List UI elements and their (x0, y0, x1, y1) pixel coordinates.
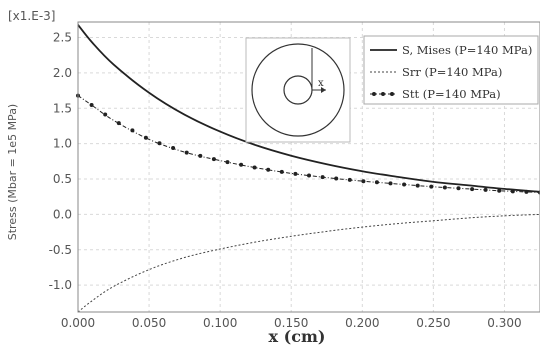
inset-diagram: x (245, 37, 351, 143)
series-marker-2 (266, 167, 271, 172)
legend-marker-stt-1 (372, 92, 376, 96)
series-marker-2 (442, 185, 447, 190)
series-marker-2 (239, 162, 244, 167)
series-marker-2 (347, 177, 352, 182)
series-marker-2 (198, 153, 203, 158)
inset-x-label: x (318, 78, 324, 89)
legend-label-mises: S, Mises (P=140 MPa) (402, 43, 532, 57)
series-marker-2 (293, 171, 298, 176)
y-tick-label: 1.5 (53, 101, 72, 115)
series-marker-2 (402, 182, 407, 187)
x-tick-label: 0.300 (487, 316, 521, 330)
series-marker-2 (171, 146, 176, 150)
series-marker-2 (470, 187, 475, 192)
x-tick-label: 0.250 (416, 316, 450, 330)
series-marker-2 (334, 176, 339, 181)
y-tick-label: -0.5 (49, 243, 72, 257)
series-marker-2 (429, 184, 434, 189)
series-marker-2 (130, 128, 135, 133)
inset-frame (245, 37, 351, 143)
series-marker-2 (510, 189, 515, 194)
series-marker-2 (143, 135, 148, 140)
series-marker-2 (279, 169, 284, 174)
y-multiplier-label: [x1.E-3] (8, 9, 55, 23)
y-tick-label: 1.0 (53, 137, 72, 151)
series-marker-2 (361, 179, 366, 184)
series-marker-2 (483, 187, 488, 192)
series-marker-2 (157, 141, 162, 146)
series-marker-2 (211, 157, 216, 162)
y-axis-label: Stress (Mbar = 1e5 MPa) (6, 104, 19, 240)
y-tick-label: 0.5 (53, 172, 72, 186)
y-tick-label: 2.5 (53, 31, 72, 45)
series-marker-2 (320, 175, 325, 180)
series-line-0 (77, 24, 540, 193)
series-marker-2 (184, 150, 189, 155)
series-marker-2 (116, 121, 121, 126)
y-tick-label: 0.0 (53, 207, 72, 221)
series-line-1 (77, 213, 540, 313)
series-marker-2 (103, 112, 108, 117)
inset-outer-circle (251, 43, 345, 137)
series-marker-2 (225, 160, 230, 165)
legend-label-stt: Stt (P=140 MPa) (402, 87, 501, 101)
series-marker-2 (374, 180, 379, 185)
series-marker-2 (89, 103, 94, 107)
y-tick-label: 2.0 (53, 66, 72, 80)
plot-frame (77, 21, 540, 313)
tick-labels: 0.000 0.050 0.100 0.150 0.200 0.250 0.300 -1.0 -… (49, 31, 522, 330)
x-tick-label: 0.000 (61, 316, 95, 330)
series-marker-2 (415, 183, 420, 188)
x-tick-label: 0.050 (132, 316, 166, 330)
series-marker-2 (497, 188, 502, 193)
legend-marker-stt-2 (381, 92, 385, 96)
y-tick-label: -1.0 (49, 278, 72, 292)
series-marker-2 (307, 173, 311, 178)
x-tick-label: 0.200 (345, 316, 379, 330)
legend-label-srr: Srr (P=140 MPa) (402, 65, 502, 79)
x-tick-label: 0.150 (274, 316, 308, 330)
series-marker-2 (456, 186, 461, 191)
series-marker-2 (524, 189, 529, 194)
x-tick-label: 0.100 (203, 316, 237, 330)
legend-marker-stt-3 (390, 92, 394, 96)
series-marker-2 (252, 165, 257, 170)
inset-arrow-head (321, 87, 326, 93)
x-axis-label: x (cm) (269, 327, 326, 346)
series-marker-2 (388, 181, 393, 186)
legend: S, Mises (P=140 MPa) Srr (P=140 MPa) Stt… (363, 35, 539, 105)
